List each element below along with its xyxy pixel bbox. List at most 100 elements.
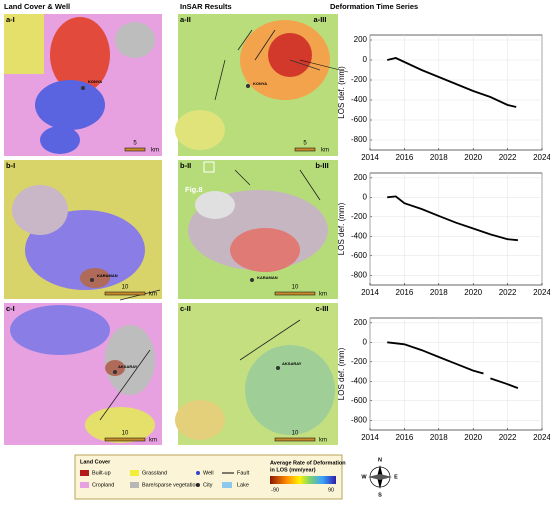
y-axis-label: LOS def. (mm)	[337, 202, 346, 255]
y-tick-label: 0	[363, 55, 368, 64]
legend	[74, 454, 343, 500]
compass-label: S	[378, 492, 382, 498]
y-tick-label: 200	[354, 173, 368, 182]
scale-label: 10	[122, 431, 129, 437]
plot-area	[369, 34, 543, 151]
x-tick-label: 2014	[361, 153, 379, 162]
legend-item: in LOS (mm/year)	[270, 467, 316, 473]
y-tick-label: -600	[351, 251, 368, 260]
x-tick-label: 2018	[430, 153, 448, 162]
legend-item: -90	[271, 487, 279, 493]
scale-label: 10	[292, 431, 299, 437]
insar-map-a	[175, 14, 338, 156]
scale-unit: km	[149, 292, 157, 298]
panel-label: c-II	[180, 304, 191, 313]
landcover-map-b	[4, 160, 162, 299]
x-tick-label: 2024	[533, 433, 550, 442]
panel-label: a-III	[314, 15, 327, 24]
y-tick-label: -200	[351, 75, 368, 84]
compass-label: W	[361, 474, 367, 480]
city-label: KARAMAN	[257, 275, 278, 280]
legend-item: Well	[203, 470, 214, 476]
series-line	[387, 195, 518, 242]
insar-map-b	[178, 160, 338, 299]
plot-area	[369, 172, 543, 286]
x-tick-label: 2016	[396, 288, 414, 297]
city-label: AKSARAY	[118, 364, 138, 369]
scale-label: 5	[303, 141, 307, 147]
legend-item: Bare/sparse vegetation	[142, 482, 199, 488]
y-tick-label: -200	[351, 357, 368, 366]
city-label: KONYA	[88, 79, 102, 84]
x-tick-label: 2018	[430, 288, 448, 297]
legend-item: City	[203, 482, 213, 488]
y-axis-label: LOS def. (mm)	[337, 66, 346, 119]
y-tick-label: -400	[351, 231, 368, 240]
city-label: AKSARAY	[282, 361, 302, 366]
header: Deformation Time Series	[330, 2, 418, 11]
y-axis-label: LOS def. (mm)	[337, 347, 346, 400]
header: Land Cover & Well	[4, 2, 70, 11]
city-label: KARAMAN	[97, 273, 118, 278]
y-tick-label: -800	[351, 415, 368, 424]
series-line	[387, 341, 519, 389]
x-tick-label: 2020	[464, 153, 482, 162]
legend-item: Average Rate of Deformation	[270, 460, 346, 466]
scale-unit: km	[319, 292, 327, 298]
x-tick-label: 2020	[464, 433, 482, 442]
x-tick-label: 2024	[533, 153, 550, 162]
y-tick-label: -800	[351, 270, 368, 279]
city-label: KONYA	[253, 81, 267, 86]
legend-item: Lake	[237, 482, 249, 488]
legend-item: Fault	[237, 470, 250, 476]
legend-item: Grassland	[142, 470, 167, 476]
x-tick-label: 2022	[499, 433, 517, 442]
header: InSAR Results	[180, 2, 232, 11]
landcover-map-c	[4, 303, 162, 445]
y-tick-label: -400	[351, 376, 368, 385]
scale-unit: km	[149, 438, 157, 444]
compass-label: E	[394, 474, 398, 480]
compass-label: N	[378, 457, 382, 463]
panel-label: c-I	[6, 304, 15, 313]
figure-note: Fig.8	[185, 185, 203, 194]
y-tick-label: 0	[363, 337, 368, 346]
y-tick-label: -400	[351, 95, 368, 104]
panel-label: b-II	[180, 161, 191, 170]
cities	[81, 84, 280, 374]
scale-unit: km	[321, 148, 329, 154]
legend-title: Land Cover	[80, 459, 111, 465]
y-tick-label: 200	[354, 318, 368, 327]
panel-label: a-I	[6, 15, 15, 24]
x-tick-label: 2018	[430, 433, 448, 442]
panel-label: b-I	[6, 161, 15, 170]
compass	[368, 465, 392, 489]
series-line	[386, 57, 517, 108]
x-tick-label: 2014	[361, 433, 379, 442]
x-tick-label: 2020	[464, 288, 482, 297]
scale-unit: km	[319, 438, 327, 444]
legend-item: Cropland	[92, 482, 114, 488]
x-tick-label: 2022	[499, 153, 517, 162]
y-tick-label: 0	[363, 192, 368, 201]
y-tick-label: -800	[351, 135, 368, 144]
legend-item: Built-up	[92, 470, 111, 476]
panel-label: a-II	[180, 15, 191, 24]
scale-bars	[104, 147, 316, 442]
landcover-map-a	[4, 14, 162, 156]
inset-box	[203, 161, 215, 173]
x-tick-label: 2014	[361, 288, 379, 297]
scale-label: 10	[122, 285, 129, 291]
scale-label: 5	[133, 141, 137, 147]
x-tick-label: 2016	[396, 153, 414, 162]
y-tick-label: -600	[351, 396, 368, 405]
panel-label: b-III	[315, 161, 328, 170]
plot-area	[369, 317, 543, 431]
arrow	[299, 59, 349, 73]
scale-unit: km	[151, 148, 159, 154]
y-tick-label: -200	[351, 212, 368, 221]
x-tick-label: 2022	[499, 288, 517, 297]
x-tick-label: 2016	[396, 433, 414, 442]
panel-label: c-III	[316, 304, 329, 313]
